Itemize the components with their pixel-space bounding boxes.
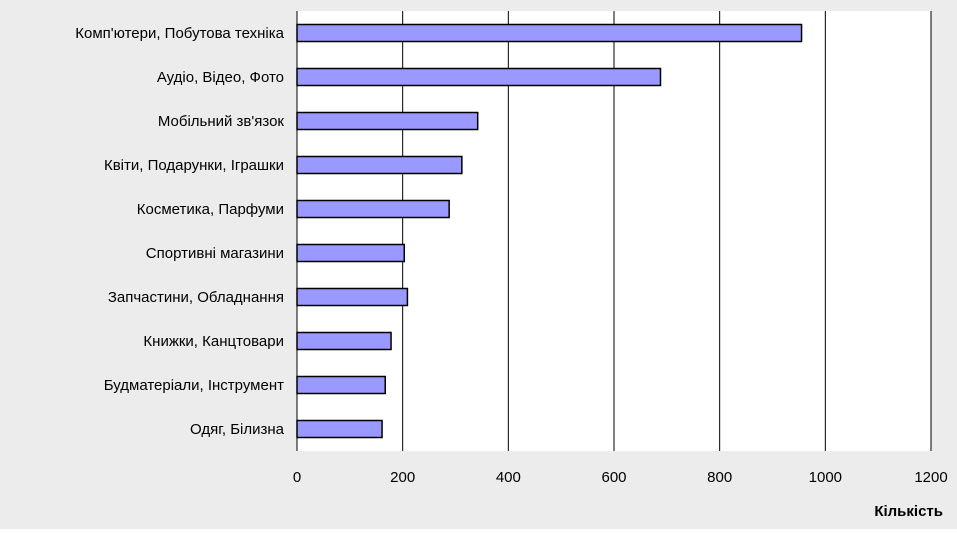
- x-tick-label: 0: [293, 469, 301, 486]
- bar: [296, 67, 662, 87]
- bar: [296, 331, 392, 351]
- bar: [296, 375, 386, 395]
- bar: [296, 199, 450, 219]
- x-axis-title: Кількість: [874, 503, 943, 520]
- category-label: Спортивні магазини: [146, 245, 284, 262]
- bar: [296, 111, 479, 131]
- x-tick-label: 1000: [809, 469, 842, 486]
- x-tick-labels: 0 200 400 600 800 1000 1200: [293, 469, 948, 486]
- x-tick-label: 800: [707, 469, 732, 486]
- category-label: Одяг, Білизна: [190, 421, 285, 438]
- x-tick-label: 400: [496, 469, 521, 486]
- bar: [296, 419, 383, 439]
- category-label: Аудіо, Відео, Фото: [157, 69, 284, 86]
- category-label: Косметика, Парфуми: [137, 201, 284, 218]
- category-label: Запчастини, Обладнання: [108, 289, 284, 306]
- x-tick-label: 1200: [914, 469, 947, 486]
- bar: [296, 243, 406, 263]
- category-label: Мобільний зв'язок: [158, 113, 285, 130]
- category-label: Будматеріали, Інструмент: [104, 377, 284, 394]
- category-label: Комп'ютери, Побутова техніка: [75, 25, 284, 42]
- x-tick-label: 200: [390, 469, 415, 486]
- category-label: Квіти, Подарунки, Іграшки: [104, 157, 284, 174]
- bar: [296, 287, 409, 307]
- bar: [296, 23, 803, 43]
- x-tick-label: 600: [601, 469, 626, 486]
- category-labels: Комп'ютери, Побутова техніка Аудіо, Відео…: [75, 25, 284, 438]
- bar: [296, 155, 463, 175]
- category-label: Книжки, Канцтовари: [143, 333, 284, 350]
